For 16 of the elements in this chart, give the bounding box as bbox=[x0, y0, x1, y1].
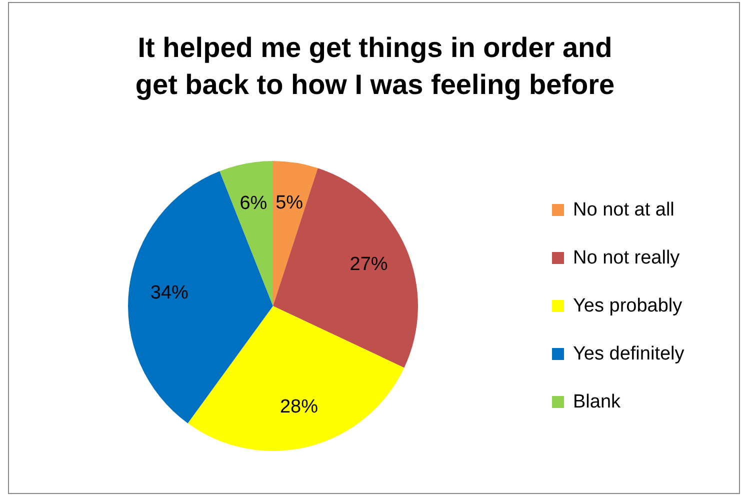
legend-label: Yes probably bbox=[573, 296, 683, 316]
legend-label: No not really bbox=[573, 248, 680, 268]
pie-slice bbox=[128, 171, 273, 424]
legend-label: Yes definitely bbox=[573, 344, 685, 364]
legend-label: Blank bbox=[573, 392, 622, 412]
pie-slice bbox=[188, 306, 404, 451]
data-label: 5% bbox=[276, 192, 304, 214]
chart-title: It helped me get things in order and get back to how I was feeling before bbox=[135, 32, 615, 100]
pie-slice bbox=[273, 161, 318, 306]
data-label: 34% bbox=[150, 282, 189, 304]
legend-label: No not at all bbox=[573, 200, 674, 220]
pie-slice bbox=[220, 161, 273, 306]
data-label: 6% bbox=[240, 192, 268, 214]
data-label: 27% bbox=[350, 254, 388, 276]
data-label: 28% bbox=[280, 396, 318, 418]
pie-slice bbox=[273, 168, 418, 368]
